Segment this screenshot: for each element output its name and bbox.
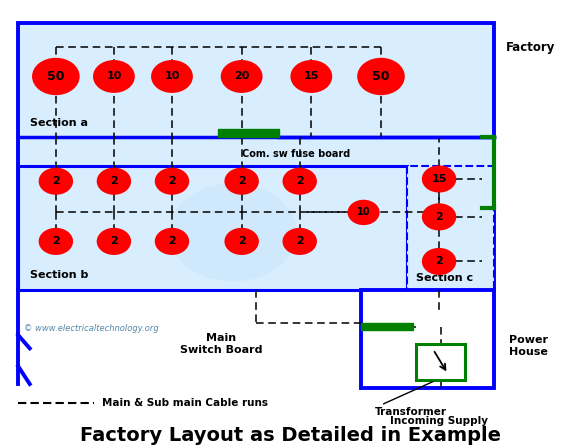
Text: 2: 2 xyxy=(168,176,176,186)
Bar xyxy=(18,166,407,290)
Circle shape xyxy=(284,229,315,254)
Bar xyxy=(361,323,413,330)
Circle shape xyxy=(349,201,378,224)
Text: 2: 2 xyxy=(238,176,246,186)
Text: 2: 2 xyxy=(238,237,246,246)
Circle shape xyxy=(359,60,403,93)
Text: 15: 15 xyxy=(304,72,319,82)
Text: Section a: Section a xyxy=(30,118,88,128)
Circle shape xyxy=(226,229,257,254)
Circle shape xyxy=(153,62,191,91)
Circle shape xyxy=(292,62,331,91)
Text: 15: 15 xyxy=(431,174,447,184)
Circle shape xyxy=(284,169,315,193)
Text: Main & Sub main Cable runs: Main & Sub main Cable runs xyxy=(102,398,268,408)
Bar xyxy=(407,166,494,290)
Text: Com. sw fuse board: Com. sw fuse board xyxy=(242,149,350,159)
Text: 10: 10 xyxy=(107,72,122,82)
Text: 2: 2 xyxy=(296,176,304,186)
Text: Power
House: Power House xyxy=(509,335,548,358)
Text: 2: 2 xyxy=(110,237,118,246)
Text: 2: 2 xyxy=(52,176,60,186)
Circle shape xyxy=(423,250,455,273)
Circle shape xyxy=(423,205,455,229)
Bar xyxy=(416,344,465,380)
Circle shape xyxy=(95,62,133,91)
Text: 50: 50 xyxy=(372,70,390,83)
Circle shape xyxy=(157,229,187,254)
Bar xyxy=(361,290,494,388)
Text: Section b: Section b xyxy=(30,270,88,280)
Bar xyxy=(18,23,494,290)
Circle shape xyxy=(222,62,261,91)
Text: 2: 2 xyxy=(110,176,118,186)
Circle shape xyxy=(423,167,455,191)
Circle shape xyxy=(40,169,72,193)
Circle shape xyxy=(98,229,130,254)
Text: 20: 20 xyxy=(234,72,249,82)
Text: Main
Switch Board: Main Switch Board xyxy=(180,333,262,355)
Text: 2: 2 xyxy=(52,237,60,246)
Text: Transformer: Transformer xyxy=(375,407,447,417)
Circle shape xyxy=(157,169,187,193)
Text: Factory Layout as Detailed in Example: Factory Layout as Detailed in Example xyxy=(80,426,502,445)
Text: Incoming Supply: Incoming Supply xyxy=(390,416,488,426)
Circle shape xyxy=(98,169,130,193)
Text: 10: 10 xyxy=(164,72,180,82)
Text: 2: 2 xyxy=(435,212,443,222)
Text: 2: 2 xyxy=(435,256,443,267)
Text: Section c: Section c xyxy=(416,273,473,283)
Circle shape xyxy=(169,183,297,281)
Text: Factory: Factory xyxy=(506,41,555,54)
Circle shape xyxy=(40,229,72,254)
Circle shape xyxy=(34,60,78,93)
Text: 50: 50 xyxy=(47,70,65,83)
Text: © www.electricaltechnology.org: © www.electricaltechnology.org xyxy=(24,324,159,333)
Text: 10: 10 xyxy=(357,207,370,217)
Bar xyxy=(218,129,279,137)
Text: 2: 2 xyxy=(296,237,304,246)
Text: 2: 2 xyxy=(168,237,176,246)
Circle shape xyxy=(226,169,257,193)
